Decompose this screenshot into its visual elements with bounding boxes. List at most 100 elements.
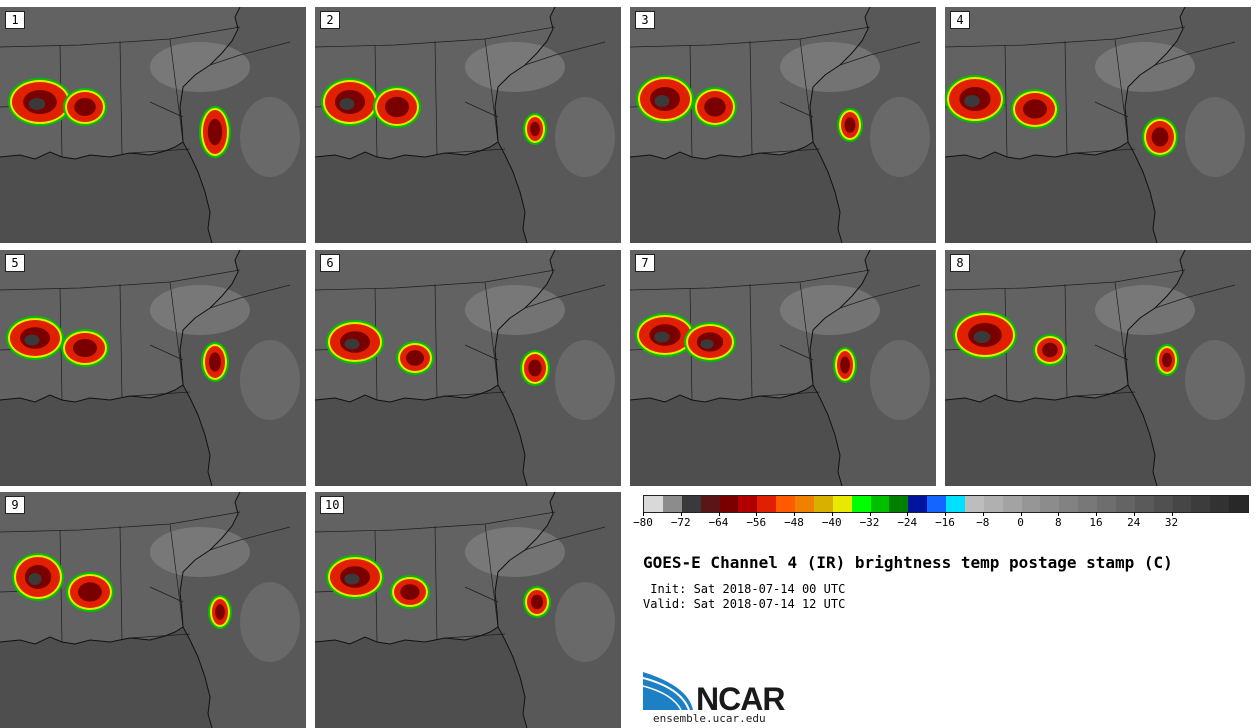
coastline: [809, 250, 871, 386]
state-border: [839, 284, 921, 309]
map-graphic: [630, 7, 936, 243]
ensemble-member-panel: 6: [315, 250, 621, 486]
storm-dark-core: [400, 584, 420, 600]
colorbar-swatch: [1134, 496, 1154, 512]
state-border: [169, 38, 184, 143]
state-border: [119, 525, 123, 641]
state-border: [524, 526, 606, 551]
state-border: [0, 511, 241, 533]
colorbar-tick-label: −56: [746, 516, 767, 529]
storm-dark-core: [528, 359, 542, 377]
map-graphic: [0, 492, 306, 728]
ensemble-member-panel: 10: [315, 492, 621, 728]
ensemble-member-panel: 2: [315, 7, 621, 243]
colorbar-tick-mark: [869, 512, 871, 516]
map-graphic: [0, 7, 306, 243]
coastline: [315, 384, 528, 486]
coastline: [179, 7, 241, 143]
coastline: [945, 141, 1158, 243]
gulf-water: [315, 385, 621, 486]
colorbar-tick-label: −16: [935, 516, 955, 529]
storm-dark-core: [531, 594, 543, 610]
colorbar-tick-label: −32: [859, 516, 880, 529]
state-border: [464, 101, 499, 118]
state-border: [315, 511, 556, 533]
map-graphic: [315, 7, 621, 243]
state-border: [779, 101, 814, 118]
storm-dark-core: [844, 117, 856, 133]
gulf-water: [630, 142, 936, 243]
colorbar-swatch: [851, 496, 871, 512]
map-graphic: [630, 250, 936, 486]
storm-dark-core: [207, 118, 223, 146]
ensemble-member-panel: 5: [0, 250, 306, 486]
state-border: [524, 41, 606, 66]
colorbar-swatch: [889, 496, 909, 512]
colorbar-tick-label: −24: [897, 516, 918, 529]
storm-coldest-top: [24, 334, 40, 346]
colorbar-tick-label: −48: [784, 516, 804, 529]
colorbar-tick-mark: [756, 512, 758, 516]
storm-dark-core: [73, 339, 97, 357]
state-border: [630, 26, 871, 48]
coastline: [630, 141, 843, 243]
colorbar-swatch: [700, 496, 720, 512]
state-border: [484, 281, 499, 386]
storm-coldest-top: [654, 95, 670, 107]
colorbar-tick-mark: [794, 512, 795, 516]
colorbar-swatch: [1002, 496, 1022, 512]
state-border: [484, 38, 499, 143]
state-border: [1114, 281, 1129, 386]
gulf-water: [315, 142, 621, 243]
state-border: [434, 525, 438, 641]
coastline: [1124, 250, 1186, 386]
state-border: [1074, 391, 1136, 397]
colorbar-swatch: [983, 496, 1003, 512]
state-border: [1074, 148, 1136, 154]
gulf-water: [945, 385, 1251, 486]
gulf-water: [0, 627, 306, 728]
colorbar-tick-label: −40: [821, 516, 842, 529]
state-border: [315, 26, 556, 48]
coastline: [179, 492, 241, 628]
state-border: [779, 344, 814, 361]
coastline: [0, 384, 213, 486]
panel-number: 5: [5, 254, 25, 272]
colorbar-tick-label: −64: [708, 516, 729, 529]
state-border: [444, 633, 506, 639]
state-border: [0, 26, 241, 48]
storm-coldest-top: [654, 331, 670, 343]
colorbar-tick-mark: [680, 512, 682, 516]
storm-coldest-top: [344, 573, 360, 585]
init-time: Init: Sat 2018-07-14 00 UTC: [643, 582, 846, 596]
colorbar-tick-mark: [945, 512, 946, 516]
colorbar-swatch: [1210, 496, 1230, 512]
state-border: [0, 269, 241, 291]
state-border: [209, 284, 291, 309]
colorbar-swatch: [1040, 496, 1060, 512]
cloud-cover: [780, 285, 880, 335]
colorbar-tick-label: −80: [633, 516, 653, 529]
panel-number: 4: [950, 11, 970, 29]
panel-number: 1: [5, 11, 25, 29]
gulf-water: [0, 385, 306, 486]
state-border: [1154, 41, 1236, 66]
cloud-cover: [870, 97, 930, 177]
storm-coldest-top: [28, 98, 46, 110]
colorbar-swatch: [870, 496, 890, 512]
colorbar-swatch: [1172, 496, 1192, 512]
storm-dark-core: [840, 356, 850, 374]
colorbar-swatch: [832, 496, 852, 512]
figure-title: GOES-E Channel 4 (IR) brightness temp po…: [643, 553, 1173, 572]
colorbar-tick-mark: [643, 512, 644, 516]
panel-number: 3: [635, 11, 655, 29]
state-border: [315, 269, 556, 291]
state-border: [434, 40, 438, 156]
cloud-cover: [555, 340, 615, 420]
gulf-water: [945, 142, 1251, 243]
coastline: [630, 384, 843, 486]
storm-coldest-top: [344, 338, 360, 350]
colorbar-ticks: −80 −72 −64 −56 −48 −40 −32 −24 −16 −8 0…: [633, 512, 1249, 532]
state-border: [129, 633, 191, 639]
panel-number: 7: [635, 254, 655, 272]
